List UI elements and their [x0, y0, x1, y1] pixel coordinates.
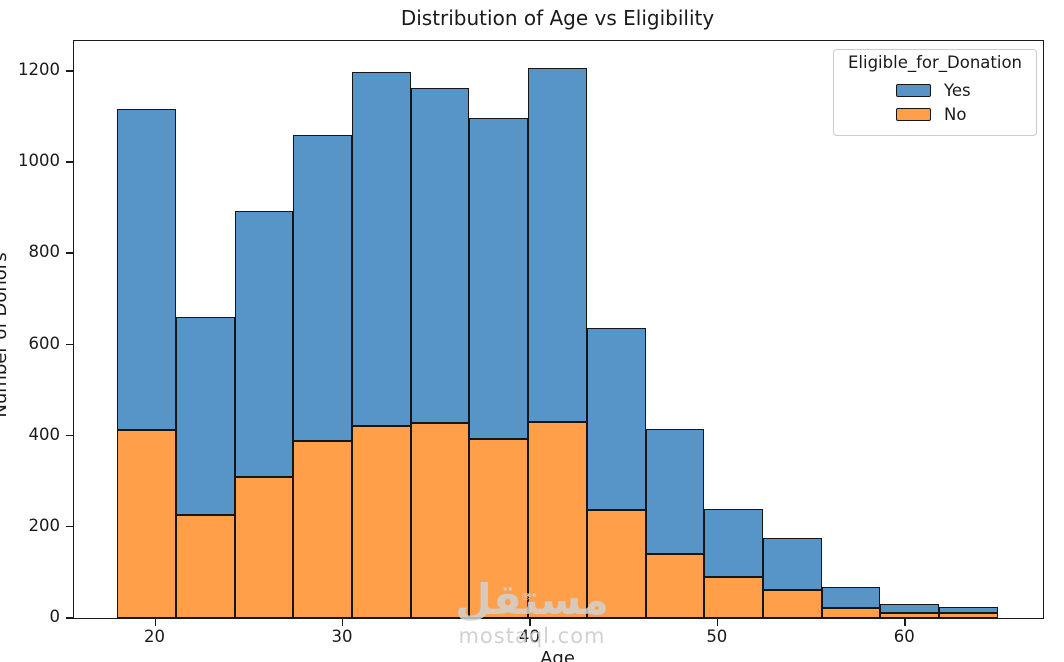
bar-segment-yes — [176, 317, 235, 515]
bar-segment-yes — [646, 429, 704, 554]
x-tick-label: 40 — [518, 627, 540, 646]
x-tick-mark — [716, 618, 719, 626]
bar-segment-no — [293, 441, 352, 618]
x-tick-label: 60 — [893, 627, 915, 646]
y-tick-label: 1000 — [18, 151, 60, 171]
bar-segment-yes — [939, 607, 998, 613]
bar-segment-no — [469, 439, 528, 618]
legend-label-yes: Yes — [944, 81, 971, 100]
bar-segment-yes — [822, 587, 880, 608]
legend-label-no: No — [944, 105, 967, 124]
bar-segment-no — [880, 613, 939, 618]
y-axis-label: Number of Donors — [0, 252, 11, 418]
y-tick-mark — [66, 525, 73, 528]
y-tick-mark — [66, 343, 73, 346]
chart-title: Distribution of Age vs Eligibility — [400, 6, 715, 30]
legend-swatch-no-icon — [896, 108, 931, 121]
bar-segment-no — [411, 423, 469, 618]
bar-segment-yes — [293, 135, 352, 441]
x-tick-mark — [154, 618, 157, 626]
bar-segment-no — [939, 613, 998, 618]
bar-segment-yes — [352, 72, 411, 426]
x-tick-mark — [904, 618, 906, 626]
bar-segment-no — [704, 577, 763, 618]
bar-segment-yes — [704, 509, 763, 577]
y-tick-label: 1200 — [18, 60, 60, 80]
bar-segment-no — [117, 430, 176, 618]
x-axis-label: Age — [540, 648, 575, 662]
legend-title: Eligible_for_Donation — [847, 53, 1023, 72]
x-tick-mark — [529, 618, 531, 626]
bar-segment-no — [587, 510, 646, 618]
y-tick-mark — [66, 161, 73, 163]
bar-segment-yes — [587, 328, 646, 510]
bar-segment-no — [176, 515, 235, 618]
bar-segment-yes — [117, 109, 176, 430]
bar-segment-no — [352, 426, 411, 618]
y-tick-mark — [66, 434, 73, 437]
bar-segment-yes — [763, 538, 822, 590]
bar-segment-yes — [528, 68, 587, 422]
bar-segment-no — [763, 590, 822, 618]
bar-segment-yes — [880, 604, 939, 613]
y-tick-mark — [66, 252, 73, 254]
x-tick-label: 20 — [144, 627, 166, 646]
bar-segment-yes — [469, 118, 528, 439]
plot-area — [73, 40, 1044, 619]
bar-segment-no — [646, 554, 704, 618]
y-tick-label: 200 — [28, 515, 61, 535]
x-tick-label: 50 — [706, 627, 728, 646]
y-tick-label: 800 — [28, 242, 61, 262]
bar-segment-yes — [235, 211, 293, 477]
bar-segment-no — [235, 477, 293, 618]
y-tick-label: 0 — [49, 607, 61, 626]
bar-segment-yes — [411, 88, 469, 423]
y-tick-label: 600 — [28, 333, 61, 353]
y-tick-mark — [66, 617, 73, 619]
bar-segment-no — [822, 608, 880, 618]
bar-segment-no — [528, 422, 587, 618]
x-tick-mark — [341, 618, 344, 626]
legend-box: Eligible_for_Donation Yes No — [833, 49, 1037, 136]
y-tick-label: 400 — [28, 424, 61, 444]
legend-swatch-yes-icon — [896, 84, 931, 97]
x-tick-label: 30 — [331, 627, 353, 646]
y-tick-mark — [66, 70, 73, 72]
